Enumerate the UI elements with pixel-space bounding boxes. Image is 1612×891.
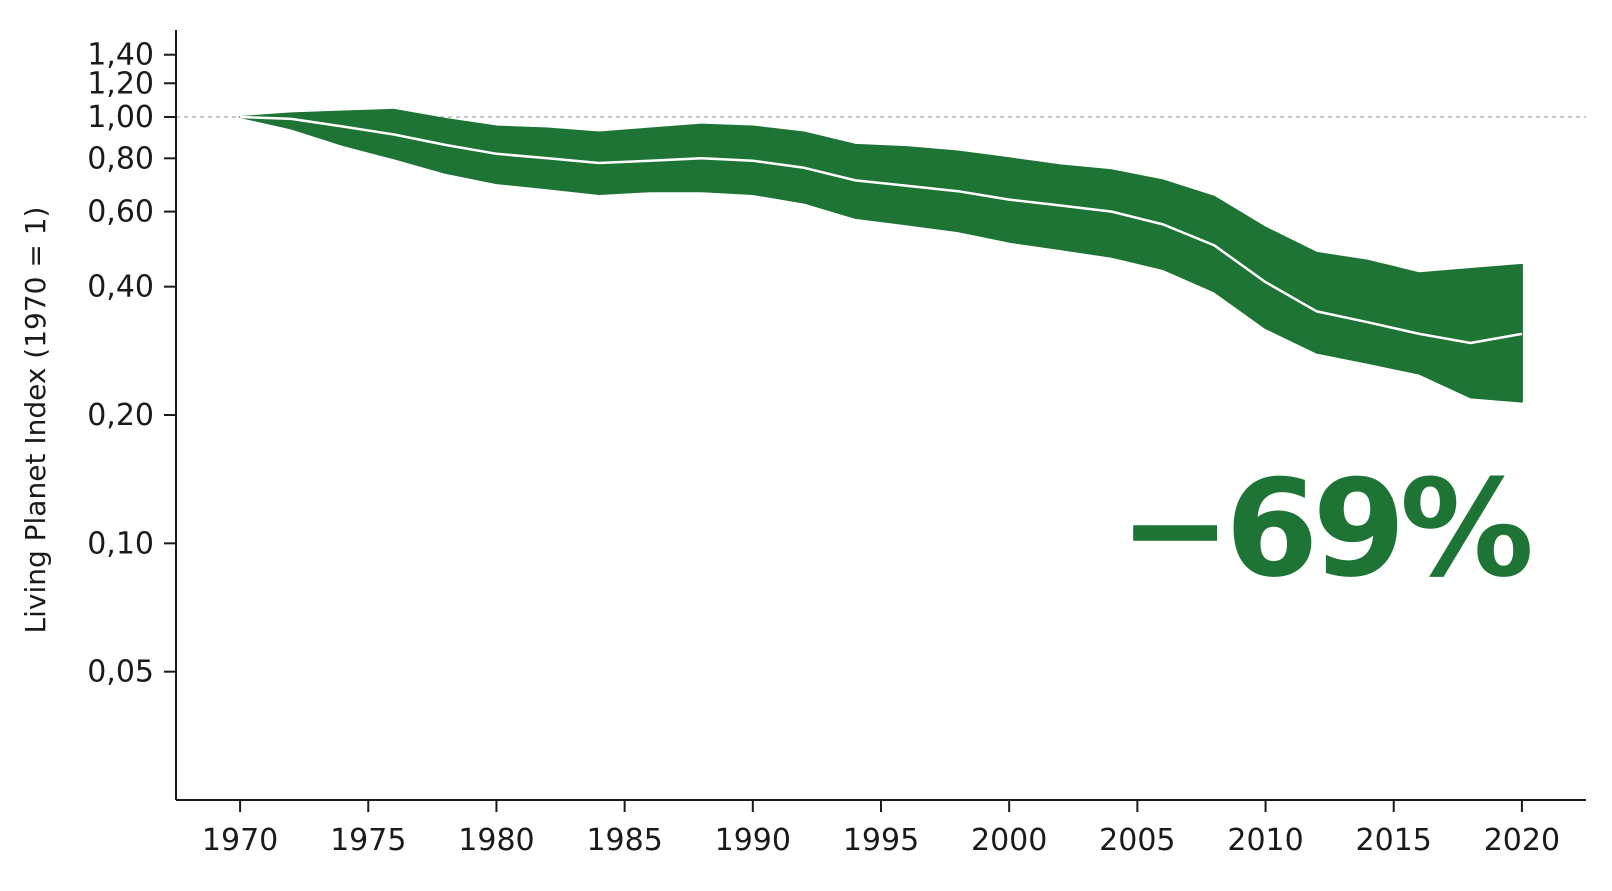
y-tick-label: 1,00 [87, 100, 154, 135]
y-axis-ticks: 1,401,201,00 0,80 0,60 0,40 0,20 0,10 0,05 [87, 38, 176, 690]
x-tick-label: 1985 [586, 823, 662, 858]
x-tick-label: 1970 [202, 823, 278, 858]
y-tick-label: 1,20 [87, 66, 154, 101]
x-tick-label: 2010 [1227, 823, 1303, 858]
y-tick-label: 0,80 [87, 141, 154, 176]
y-tick-label: 0,10 [87, 526, 154, 561]
y-tick-label: 0,20 [87, 398, 154, 433]
x-tick-label: 1990 [715, 823, 791, 858]
x-axis-ticks: 1970 1975 1980 1985 1990 1995 2000 2005 2010 2015… [202, 800, 1560, 858]
x-tick-label: 2015 [1356, 823, 1432, 858]
index-line-layer [240, 115, 1523, 345]
y-axis-title: Living Planet Index (1970 = 1) [19, 207, 52, 634]
x-tick-label: 2000 [971, 823, 1047, 858]
y-tick-label: 1,40 [87, 38, 154, 73]
confidence-band [239, 108, 1523, 403]
y-tick-label: 0,60 [87, 195, 154, 230]
confidence-band-layer [239, 108, 1523, 403]
decline-annotation: −69% [1119, 451, 1531, 607]
x-tick-label: 1995 [843, 823, 919, 858]
x-tick-label: 1975 [330, 823, 406, 858]
x-tick-label: 1980 [458, 823, 534, 858]
x-tick-label: 2020 [1484, 823, 1560, 858]
y-tick-label: 0,40 [87, 270, 154, 305]
index-line [240, 115, 1523, 345]
x-tick-label: 2005 [1099, 823, 1175, 858]
y-tick-label: 0,05 [87, 655, 154, 690]
